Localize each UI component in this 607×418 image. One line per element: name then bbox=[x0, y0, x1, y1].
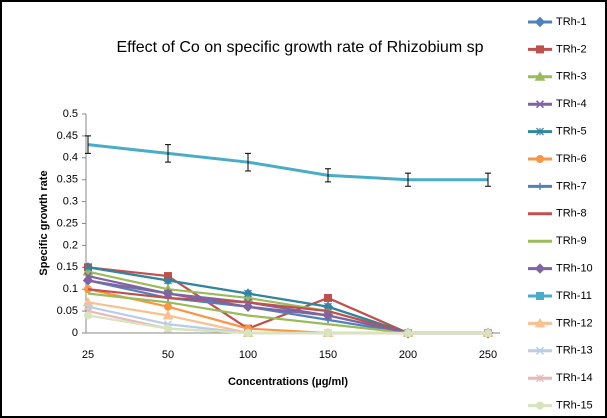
marker bbox=[324, 302, 332, 311]
legend-label: TRh-11 bbox=[556, 290, 592, 302]
legend-label: TRh-14 bbox=[556, 372, 593, 384]
error-bar bbox=[485, 172, 491, 187]
marker bbox=[404, 329, 412, 337]
marker bbox=[324, 293, 332, 302]
legend-label: TRh-2 bbox=[556, 43, 587, 55]
y-tick-label: 0.1 bbox=[63, 283, 78, 295]
legend-marker bbox=[534, 263, 546, 274]
legend-label: TRh-9 bbox=[556, 235, 587, 247]
legend-label: TRh-12 bbox=[556, 317, 593, 329]
y-tick-label: 0.4 bbox=[63, 152, 78, 164]
marker bbox=[244, 289, 252, 298]
legend-marker bbox=[536, 374, 544, 383]
legend-marker bbox=[536, 45, 544, 54]
y-tick-label: 0.2 bbox=[63, 239, 78, 251]
error-bar bbox=[245, 152, 251, 172]
x-tick-label: 200 bbox=[399, 349, 417, 361]
marker bbox=[322, 310, 334, 321]
legend-label: TRh-8 bbox=[556, 208, 587, 220]
marker bbox=[84, 311, 92, 320]
error-bar bbox=[325, 168, 331, 183]
legend-label: TRh-5 bbox=[556, 126, 587, 138]
marker bbox=[164, 276, 172, 285]
marker bbox=[84, 263, 92, 272]
marker bbox=[324, 329, 332, 337]
legend-marker bbox=[534, 71, 546, 81]
marker bbox=[244, 329, 252, 337]
legend-label: TRh-4 bbox=[556, 98, 587, 110]
y-tick-label: 0.45 bbox=[57, 130, 78, 142]
marker bbox=[162, 288, 174, 299]
marker bbox=[164, 302, 172, 311]
y-axis-title: Specific growth rate bbox=[38, 170, 50, 275]
error-bar bbox=[165, 144, 171, 163]
x-axis-title: Concentrations (µg/ml) bbox=[228, 376, 348, 388]
y-tick-label: 0.05 bbox=[57, 305, 78, 317]
legend-label: TRh-13 bbox=[556, 345, 593, 357]
x-tick-label: 250 bbox=[479, 349, 497, 361]
y-tick-label: 0.15 bbox=[57, 261, 78, 273]
x-tick-label: 25 bbox=[82, 349, 94, 361]
error-bar bbox=[405, 172, 411, 187]
x-tick-label: 150 bbox=[319, 349, 337, 361]
legend-marker bbox=[536, 292, 544, 300]
marker bbox=[164, 324, 172, 333]
legend-marker bbox=[535, 346, 545, 355]
y-tick-label: 0.5 bbox=[63, 108, 78, 120]
legend-marker bbox=[534, 16, 546, 28]
marker bbox=[484, 329, 492, 337]
legend-label: TRh-1 bbox=[556, 16, 587, 28]
legend-marker bbox=[536, 127, 544, 136]
y-tick-label: 0.35 bbox=[57, 174, 78, 186]
legend-label: TRh-6 bbox=[556, 153, 587, 165]
legend-label: TRh-15 bbox=[556, 400, 593, 412]
marker bbox=[242, 301, 254, 312]
y-tick-label: 0 bbox=[72, 327, 78, 339]
legend-marker bbox=[536, 401, 544, 410]
legend-label: TRh-7 bbox=[556, 180, 587, 192]
marker bbox=[82, 275, 94, 286]
legend-marker bbox=[536, 155, 544, 163]
legend-label: TRh-10 bbox=[556, 263, 593, 275]
legend-marker bbox=[535, 100, 545, 109]
error-bar bbox=[85, 135, 91, 154]
marker bbox=[162, 309, 174, 320]
series-line bbox=[87, 314, 488, 335]
x-tick-label: 100 bbox=[239, 349, 257, 361]
y-tick-label: 0.3 bbox=[63, 196, 78, 208]
series-line bbox=[87, 143, 488, 182]
legend-label: TRh-3 bbox=[556, 71, 587, 83]
legend-marker bbox=[536, 182, 544, 190]
chart-title: Effect of Co on specific growth rate of … bbox=[117, 39, 484, 56]
legend-marker bbox=[534, 317, 546, 328]
x-tick-label: 50 bbox=[162, 349, 174, 361]
y-tick-label: 0.25 bbox=[57, 217, 78, 229]
